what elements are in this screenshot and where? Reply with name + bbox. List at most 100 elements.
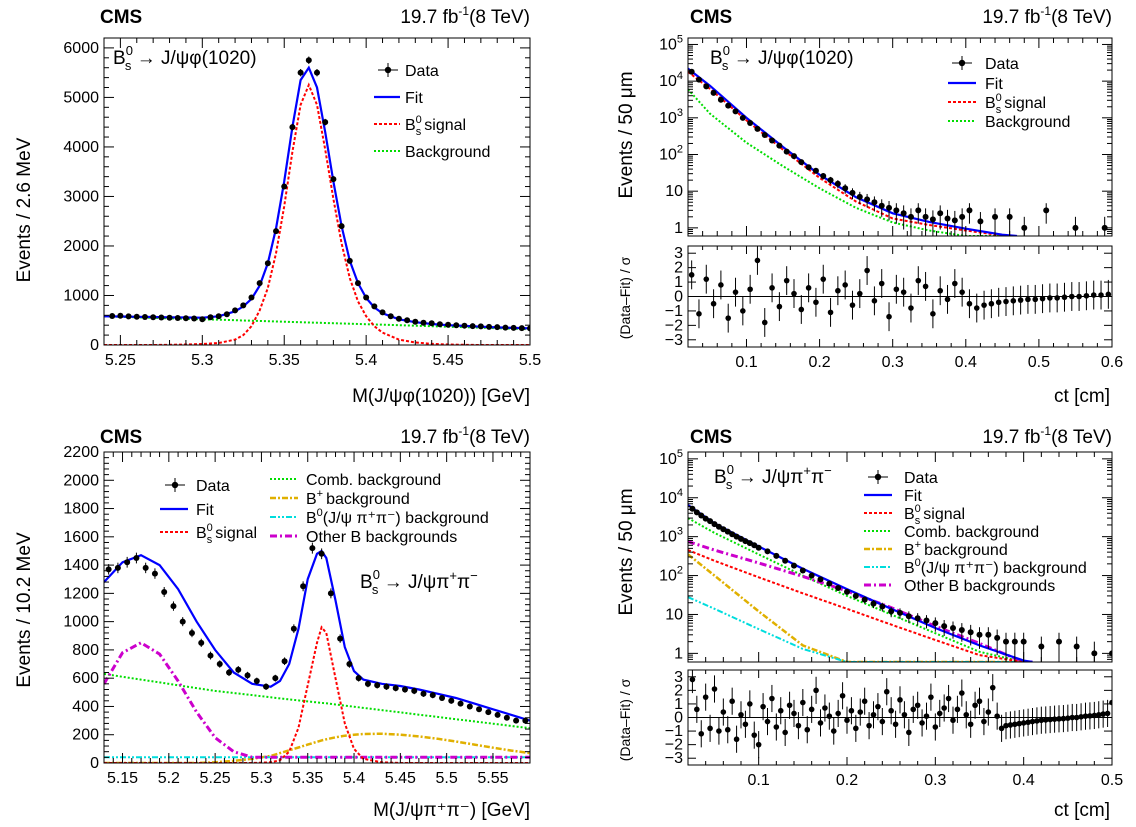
residual-point [871,286,878,316]
residual-area [688,670,1112,759]
data-point [232,307,239,314]
residual-point [835,699,841,727]
residual-point [932,713,939,741]
residual-point [720,698,727,726]
residual-marker [711,686,718,692]
residual-point [1017,285,1024,315]
y-tick-label: 400 [72,698,99,715]
x-tick-label: 5.15 [107,770,138,787]
y-ticks [104,451,530,764]
data-point [1011,632,1018,662]
data-point-marker [864,196,871,203]
residual-point [888,697,894,725]
data-point [114,562,121,574]
data-point-marker [782,557,789,564]
data-point [166,314,173,321]
data-point-marker [732,108,739,115]
data-point-marker [412,318,419,325]
residual-marker [742,721,749,728]
data-point [900,205,907,230]
legend-entry-fit: Fit [948,76,1003,93]
residual-point [1047,705,1053,734]
data-point [374,681,381,689]
residual-point [972,691,978,719]
data-point-marker [976,631,983,638]
residual-point [822,694,828,722]
data-point-marker [783,148,790,155]
data-point [888,607,895,618]
data-point [330,176,337,183]
residual-marker [732,289,739,295]
data-point-marker [150,314,157,321]
data-point-marker [486,323,493,330]
data-point-marker [105,566,112,573]
data-point [322,118,329,126]
data-point-marker [188,629,195,636]
legend-entry-b0-background: B0(J/ψ π⁺π⁻) background [270,507,489,527]
data-point [799,567,806,574]
y-tick-label: 2000 [63,472,99,489]
residual-point [1083,281,1090,311]
residual-point [967,710,974,738]
residual-point [886,302,892,332]
data-point [439,694,446,701]
data-point [776,142,783,149]
data-point-marker [835,584,842,591]
y-tick-label: 0 [90,755,99,772]
data-point [395,315,402,322]
data-point [179,617,186,627]
data-point-marker [527,325,530,332]
residual-marker [930,311,936,317]
residual-point [1061,282,1068,312]
x-ticks [112,452,531,763]
data-point [151,568,158,579]
residual-marker [800,699,806,706]
data-point-marker [158,314,165,321]
residual-marker [959,690,965,696]
data-point-marker [166,314,173,321]
residual-marker [888,707,894,714]
residual-marker [988,300,995,307]
data-point-marker [114,564,121,571]
residual-marker [764,718,771,725]
data-point-marker [354,280,361,287]
data-point [457,700,464,707]
lumi-label: 19.7 fb-1(8 TeV) [982,424,1112,448]
data-point-marker [420,690,427,697]
legend: Data Fit B0 s signal Comb. background B+ ba… [160,472,489,546]
plot-area [104,542,530,763]
residual-point [1065,704,1071,732]
residual-marker [777,707,784,714]
data-point-marker [791,562,797,569]
residual-point [729,687,735,715]
residual-marker [827,309,834,316]
data-point-marker [248,294,255,301]
residual-marker [1020,720,1027,726]
y-ticks [688,43,1112,237]
residual-ticks [687,670,1113,765]
residual-marker [1061,294,1068,301]
data-point [429,692,436,699]
residual-marker [856,290,863,297]
legend-entry-fit: Fit [864,488,922,505]
data-point [959,208,966,236]
data-point-marker [264,260,271,267]
data-point-marker [457,700,464,707]
data-point-marker [827,177,834,184]
data-point [702,515,709,522]
data-point [923,615,930,629]
data-point-marker [300,583,307,590]
residual-point [915,266,922,296]
data-point [494,711,501,718]
data-point [870,600,877,609]
data-point [355,674,362,682]
data-point [226,668,233,677]
x-tick-labels: 5.25 5.3 5.35 5.4 5.45 5.5 [105,352,541,369]
data-point-marker [905,613,912,620]
data-point [937,205,944,230]
residual-marker [950,717,956,724]
svg-text:B+background: B+ background [904,539,1008,559]
data-point [436,321,443,328]
